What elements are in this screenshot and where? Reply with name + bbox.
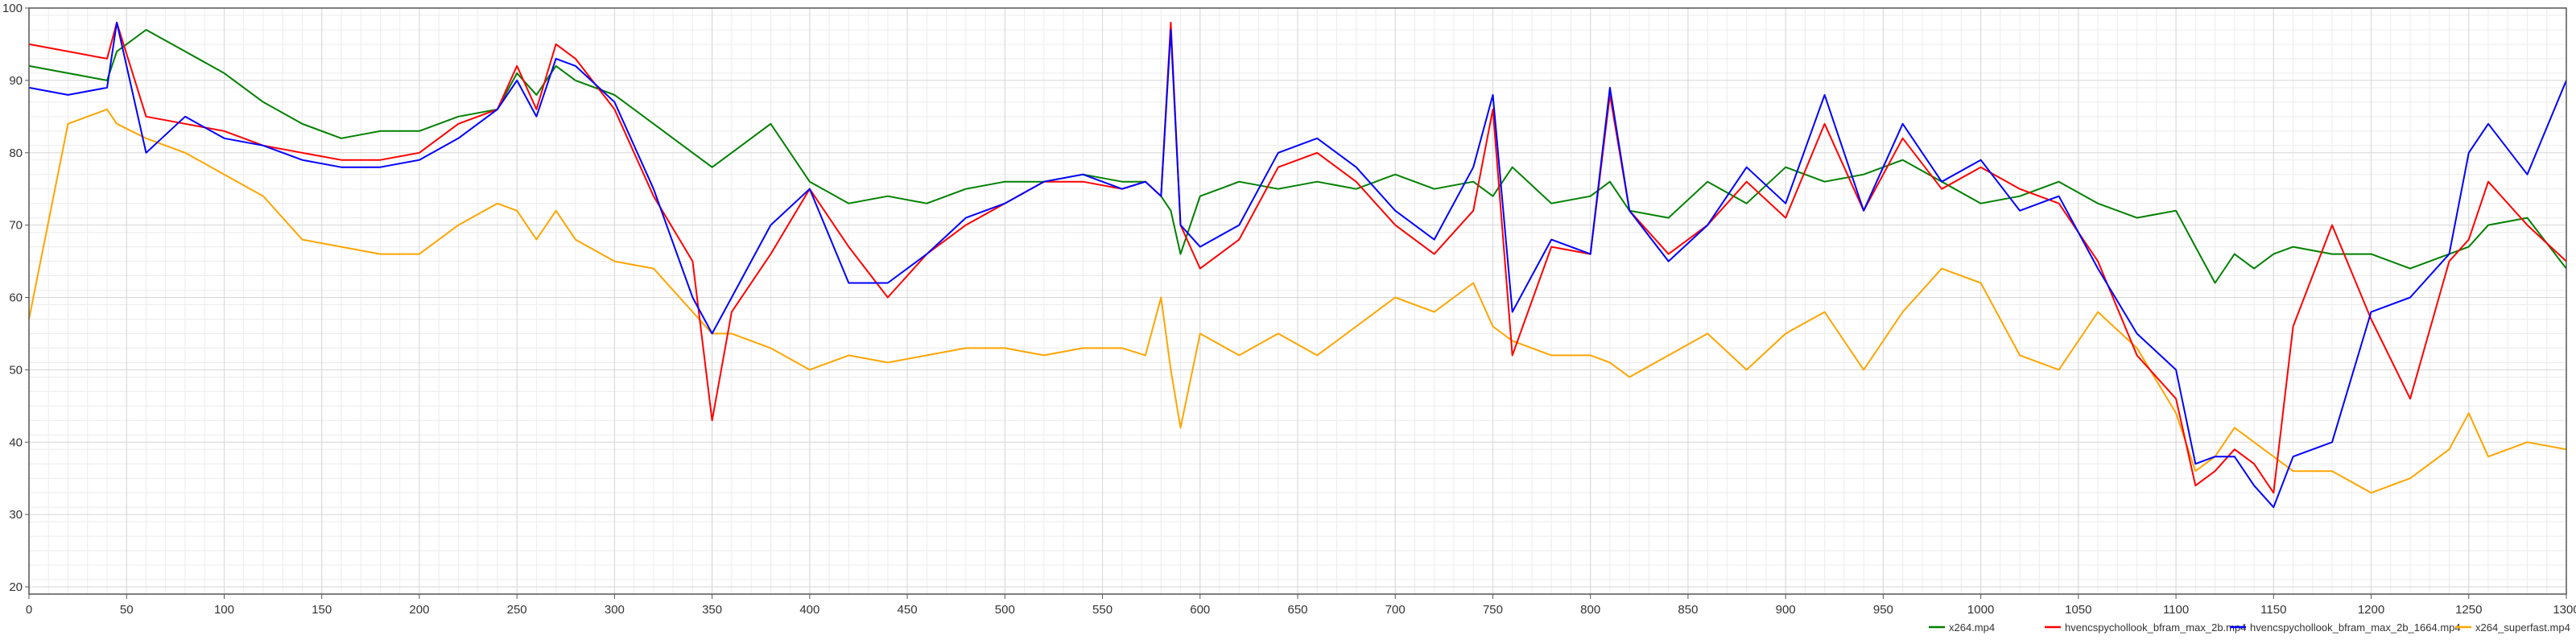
legend-entry-label: hvencspychollook_bfram_max_2b.mp4 bbox=[2065, 621, 2246, 634]
series-line-4 bbox=[28, 108, 2567, 494]
x-tick-label: 250 bbox=[507, 603, 527, 617]
x-tick-label: 1250 bbox=[2455, 603, 2482, 617]
x-tick-label: 350 bbox=[702, 603, 722, 617]
x-tick-label: 1100 bbox=[2163, 603, 2189, 617]
x-axis: 0 50 100 150 200 250 300 350 400 450 500 550 600 650 7… bbox=[26, 594, 2576, 617]
x-tick-label: 400 bbox=[799, 603, 819, 617]
y-tick-label: 30 bbox=[9, 508, 23, 522]
x-tick-label: 850 bbox=[1678, 603, 1698, 617]
x-tick-label: 550 bbox=[1092, 603, 1113, 617]
y-tick-label: 90 bbox=[9, 74, 23, 88]
x-tick-label: 100 bbox=[214, 603, 234, 617]
major-gridlines bbox=[28, 7, 2567, 594]
x-tick-label: 650 bbox=[1287, 603, 1307, 617]
x-tick-label: 0 bbox=[26, 603, 32, 617]
legend-entry-label: hvencspychollook_bfram_max_2b_1664.mp4 bbox=[2250, 621, 2461, 634]
x-tick-label: 950 bbox=[1873, 603, 1893, 617]
x-tick-label: 500 bbox=[995, 603, 1015, 617]
y-tick-label: 80 bbox=[9, 147, 23, 160]
x-tick-label: 1050 bbox=[2065, 603, 2091, 617]
x-tick-label: 750 bbox=[1483, 603, 1503, 617]
x-tick-label: 1300 bbox=[2553, 603, 2576, 617]
legend: x264.mp4 hvencspychollook_bfram_max_2b.mp… bbox=[1929, 621, 2570, 634]
x-tick-label: 450 bbox=[898, 603, 918, 617]
series-lines bbox=[28, 22, 2567, 509]
y-tick-label: 40 bbox=[9, 436, 23, 449]
x-tick-label: 1150 bbox=[2260, 603, 2286, 617]
legend-entry-label: x264_superfast.mp4 bbox=[2475, 621, 2570, 634]
y-tick-label: 70 bbox=[9, 219, 23, 233]
x-tick-label: 900 bbox=[1776, 603, 1796, 617]
x-tick-label: 300 bbox=[605, 603, 625, 617]
y-tick-label: 50 bbox=[9, 363, 23, 377]
x-tick-label: 700 bbox=[1385, 603, 1406, 617]
y-tick-label: 100 bbox=[2, 2, 23, 15]
x-tick-label: 1000 bbox=[1967, 603, 1994, 617]
x-tick-label: 600 bbox=[1190, 603, 1210, 617]
y-axis: 20 30 40 50 60 70 80 90 100 bbox=[2, 2, 29, 594]
x-tick-label: 200 bbox=[409, 603, 429, 617]
x-tick-label: 50 bbox=[120, 603, 134, 617]
x-tick-label: 1200 bbox=[2358, 603, 2384, 617]
x-tick-label: 800 bbox=[1580, 603, 1600, 617]
legend-entry-label: x264.mp4 bbox=[1949, 621, 1995, 634]
series-line-3 bbox=[28, 22, 2567, 509]
y-tick-label: 60 bbox=[9, 291, 23, 305]
x-tick-label: 150 bbox=[312, 603, 332, 617]
y-tick-label: 20 bbox=[9, 580, 23, 594]
